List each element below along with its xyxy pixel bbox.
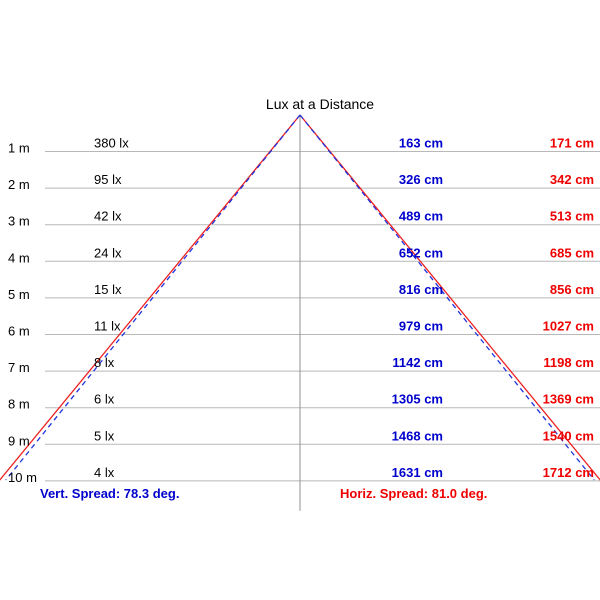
lux-value: 24 lx [94, 245, 122, 260]
vert-width-value: 652 cm [399, 245, 443, 260]
horiz-width-value: 513 cm [550, 209, 594, 224]
vert-width-value: 979 cm [399, 319, 443, 334]
lux-value: 11 lx [94, 319, 121, 334]
horiz-width-value: 1027 cm [543, 319, 594, 334]
vert-beam-right [299, 114, 595, 481]
lux-value: 15 lx [94, 282, 122, 297]
vert-width-value: 1631 cm [392, 465, 443, 480]
vert-width-value: 1305 cm [392, 392, 443, 407]
vert-beam-left [5, 114, 301, 481]
row-labels: 1 m 380 lx 163 cm 171 cm 2 m 95 lx 326 cm 342 c… [8, 136, 594, 485]
horiz-width-value: 1369 cm [543, 392, 594, 407]
lux-value: 95 lx [94, 172, 122, 187]
vert-spread-label: Vert. Spread: 78.3 deg. [40, 486, 179, 501]
distance-label: 9 m [8, 433, 30, 448]
lux-value: 8 lx [94, 355, 115, 370]
horiz-width-value: 856 cm [550, 282, 594, 297]
horiz-beam-left [0, 114, 301, 481]
vert-width-value: 1142 cm [392, 355, 443, 370]
distance-label: 1 m [8, 141, 30, 156]
horiz-width-value: 1198 cm [543, 355, 594, 370]
horiz-spread-label: Horiz. Spread: 81.0 deg. [340, 486, 487, 501]
lux-value: 6 lx [94, 392, 115, 407]
vert-width-value: 489 cm [399, 209, 443, 224]
horiz-width-value: 1712 cm [543, 465, 594, 480]
distance-label: 3 m [8, 214, 30, 229]
beam-lines [0, 114, 600, 481]
lux-value: 5 lx [94, 428, 115, 443]
horiz-width-value: 1540 cm [543, 428, 594, 443]
lux-value: 380 lx [94, 136, 129, 151]
distance-label: 8 m [8, 397, 30, 412]
lux-value: 4 lx [94, 465, 115, 480]
distance-label: 2 m [8, 177, 30, 192]
horiz-beam-right [299, 114, 600, 481]
lux-value: 42 lx [94, 209, 122, 224]
vert-width-value: 326 cm [399, 172, 443, 187]
distance-label: 4 m [8, 250, 30, 265]
grid-lines [45, 115, 600, 511]
horiz-width-value: 685 cm [550, 245, 594, 260]
horiz-width-value: 342 cm [550, 172, 594, 187]
distance-label: 5 m [8, 287, 30, 302]
horiz-width-value: 171 cm [550, 136, 594, 151]
distance-label: 10 m [8, 470, 37, 485]
distance-label: 7 m [8, 360, 30, 375]
vert-width-value: 1468 cm [392, 428, 443, 443]
vert-width-value: 163 cm [399, 136, 443, 151]
distance-label: 6 m [8, 324, 30, 339]
diagram-title: Lux at a Distance [266, 96, 374, 112]
vert-width-value: 816 cm [399, 282, 443, 297]
